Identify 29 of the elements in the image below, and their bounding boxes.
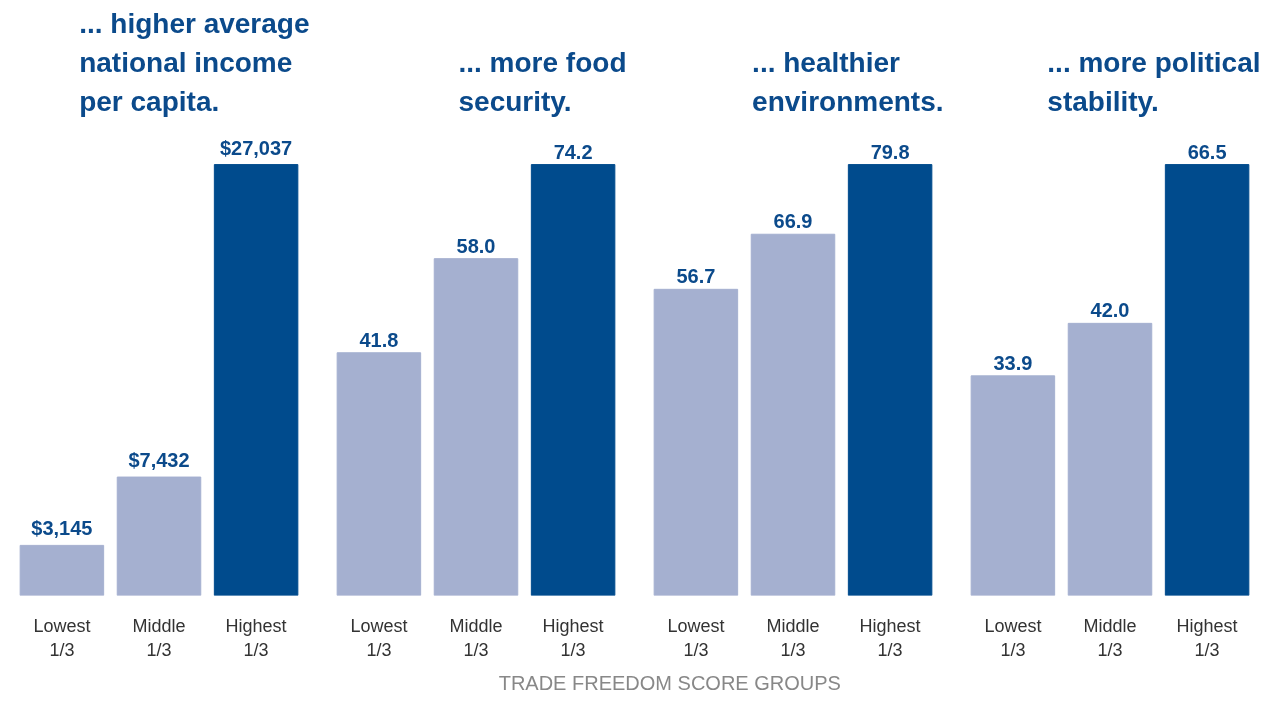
chart-title: ... higher average national income per capita.	[79, 8, 310, 117]
chart-title: ... healthier environments.	[752, 46, 944, 117]
data-label: 33.9	[993, 351, 1033, 374]
data-label: 66.9	[773, 210, 813, 233]
x-tick-label: Highest 1/3	[859, 615, 921, 660]
text: TRADE FREEDOM SCORE GROUPS	[498, 671, 841, 694]
x-tick-label: Lowest 1/3	[350, 615, 408, 660]
x-tick-label: Lowest 1/3	[667, 615, 725, 660]
data-label: 41.8	[359, 328, 399, 351]
x-tick-label: Middle 1/3	[132, 615, 186, 660]
x-tick-label: Lowest 1/3	[984, 615, 1042, 660]
x-tick-label: Middle 1/3	[766, 615, 820, 660]
x-tick-label: Highest 1/3	[1176, 615, 1238, 660]
chart-title: ... more food security.	[458, 46, 627, 117]
data-label: 66.5	[1187, 140, 1227, 163]
data-label: $7,432	[128, 449, 190, 472]
x-tick-label: Highest 1/3	[542, 615, 604, 660]
chart-title: ... more political stability.	[1047, 46, 1261, 117]
x-tick-label: Lowest 1/3	[33, 615, 91, 660]
data-label: $3,145	[31, 517, 93, 540]
data-label: 74.2	[553, 140, 593, 163]
x-tick-label: Highest 1/3	[225, 615, 287, 660]
data-label: $27,037	[219, 136, 293, 159]
data-label: 58.0	[456, 234, 496, 257]
x-tick-label: Middle 1/3	[1083, 615, 1137, 660]
data-label: 56.7	[676, 265, 716, 288]
data-label: 42.0	[1090, 299, 1130, 322]
data-label: 79.8	[870, 140, 910, 163]
x-tick-label: Middle 1/3	[449, 615, 503, 660]
